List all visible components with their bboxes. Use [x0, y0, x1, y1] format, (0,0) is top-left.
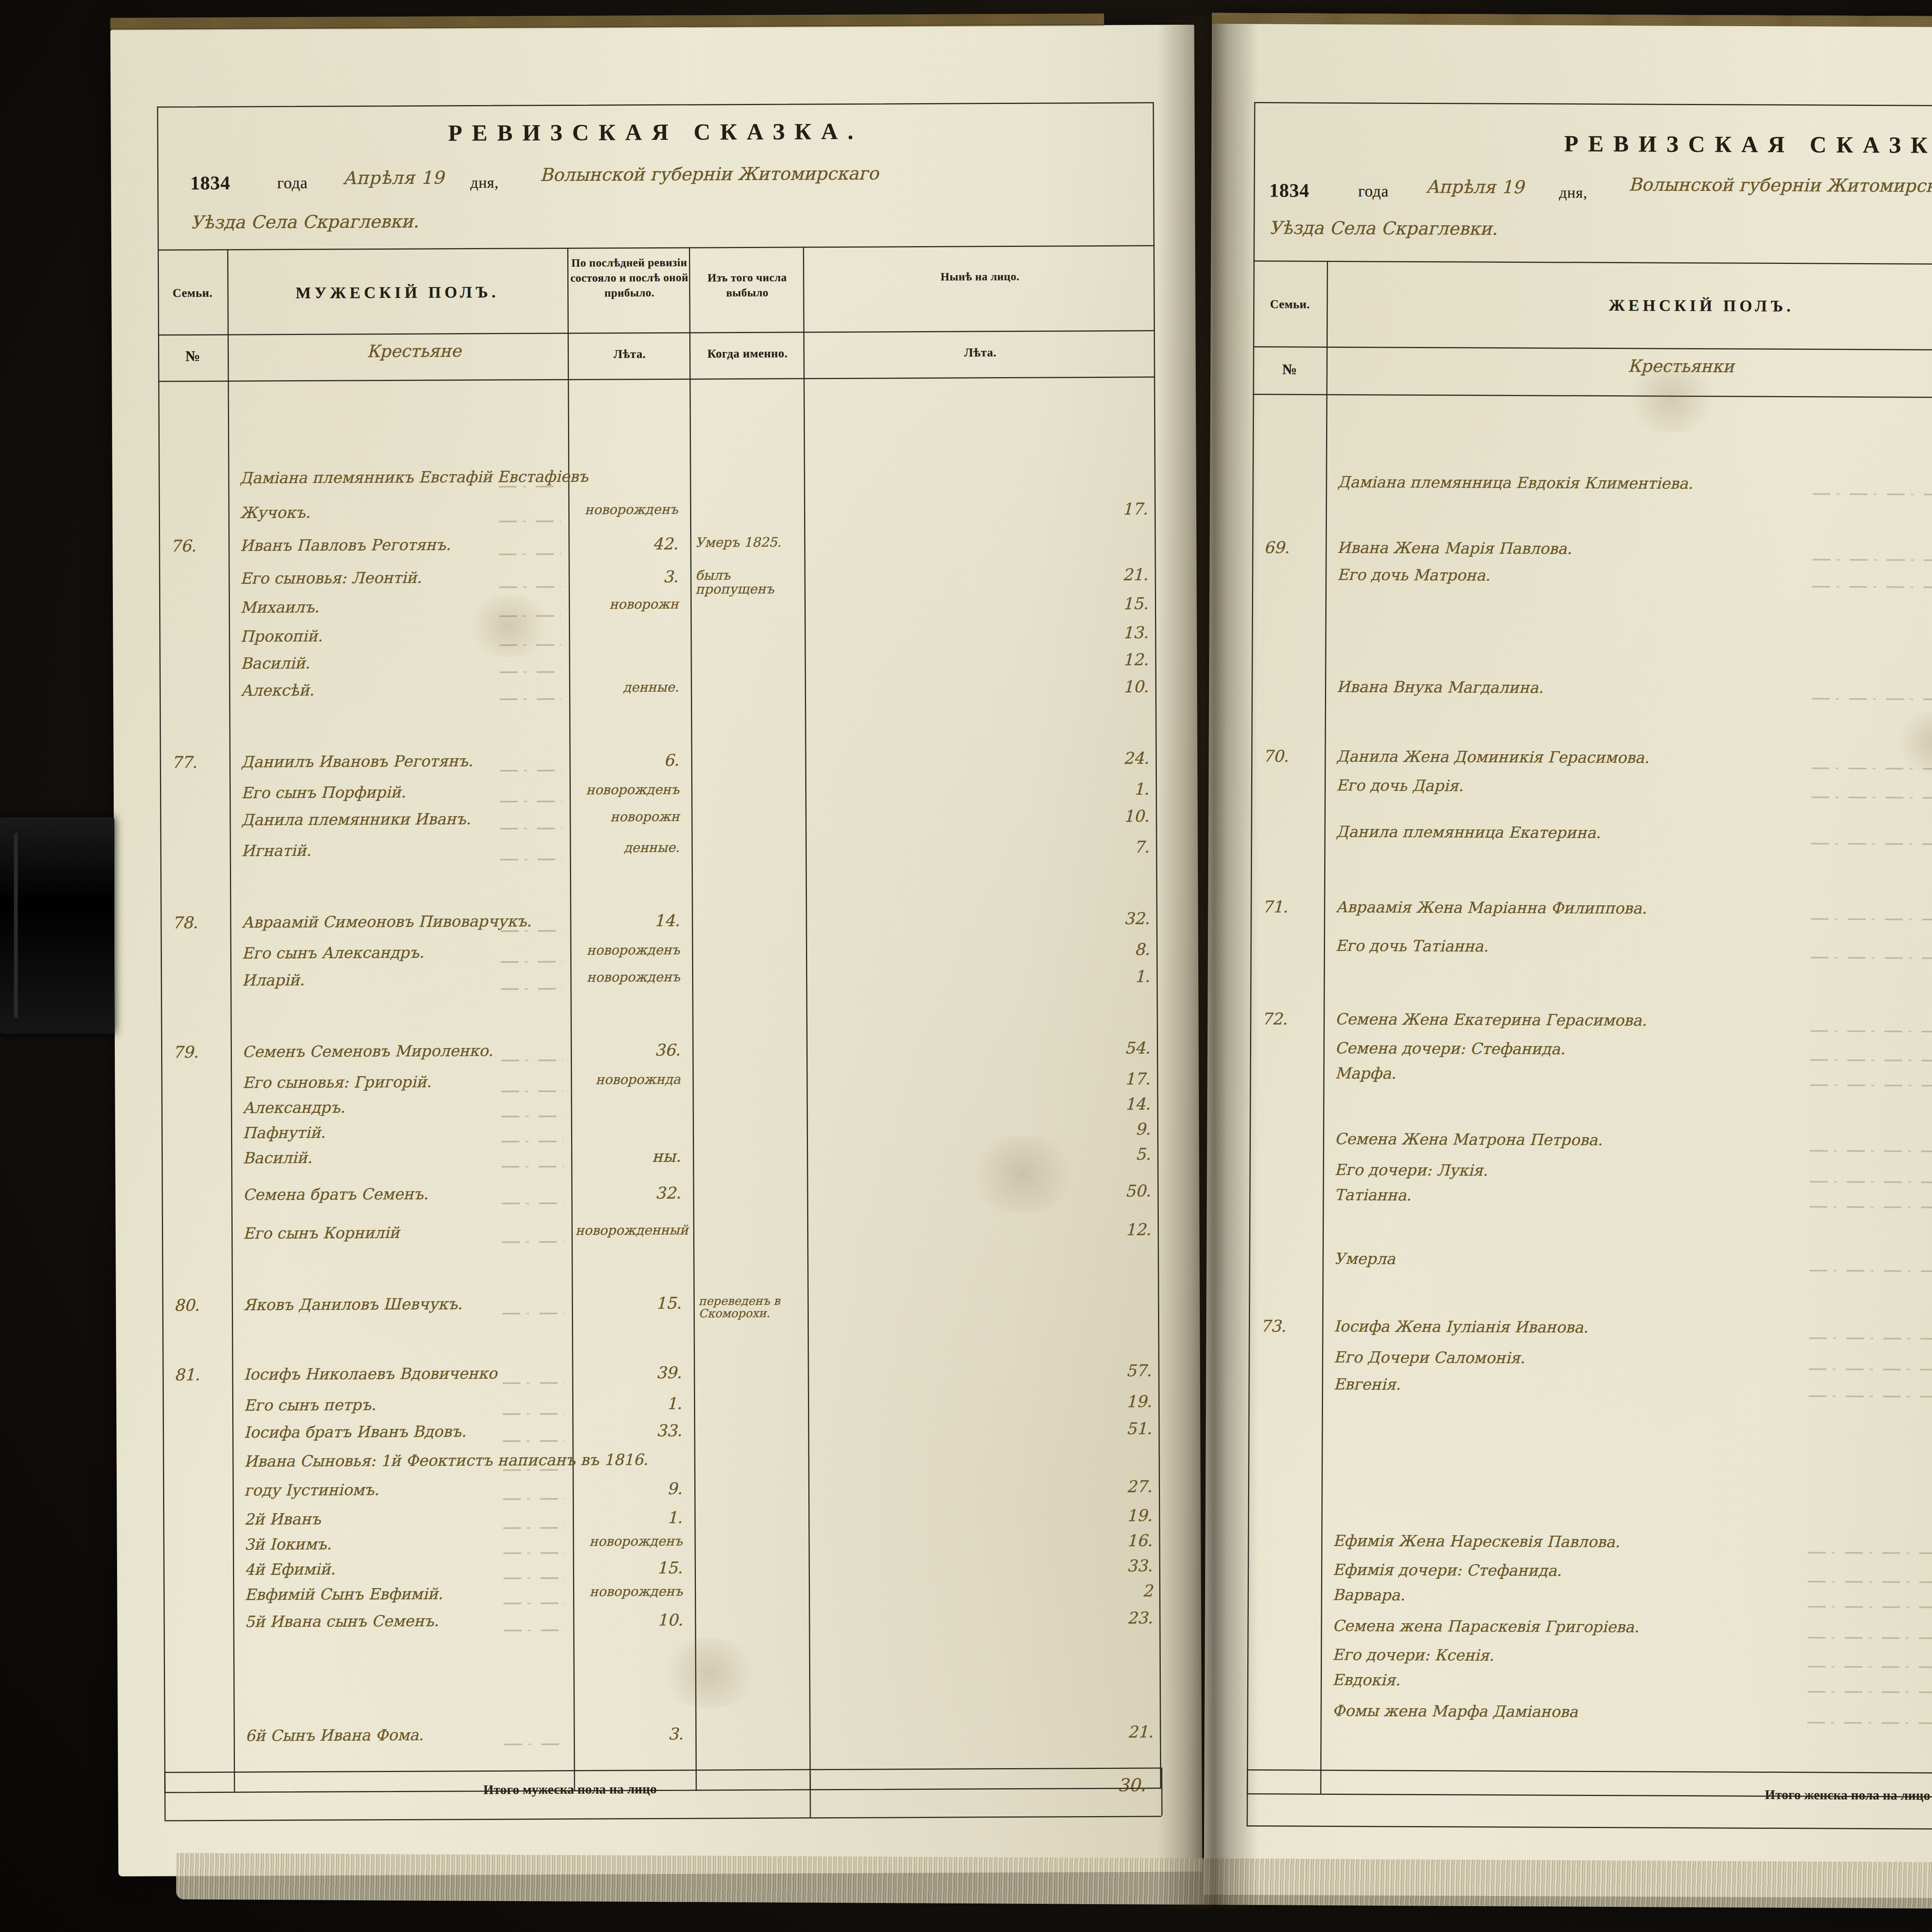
- binder-clip: [0, 817, 114, 1034]
- left-footer-div-2: [1161, 1767, 1163, 1816]
- left-page-content: РЕВИЗСКАЯ СКАЗКА.1834годаАпрѣля 19дня,Во…: [110, 13, 1202, 1911]
- document-scan: РЕВИЗСКАЯ СКАЗКА.1834годаАпрѣля 19дня,Во…: [0, 0, 1932, 1932]
- right-page-content: РЕВИЗСКАЯ СКАЗКА.141834годаАпрѣля 19дня,…: [1204, 13, 1932, 1912]
- left-table-frame: [157, 102, 1161, 1793]
- open-book: РЕВИЗСКАЯ СКАЗКА.1834годаАпрѣля 19дня,Во…: [114, 15, 1932, 1909]
- right-footer-rule-bottom: [1247, 1825, 1932, 1831]
- left-footer-rule-bottom: [165, 1816, 1162, 1821]
- right-table-frame: [1247, 102, 1932, 1799]
